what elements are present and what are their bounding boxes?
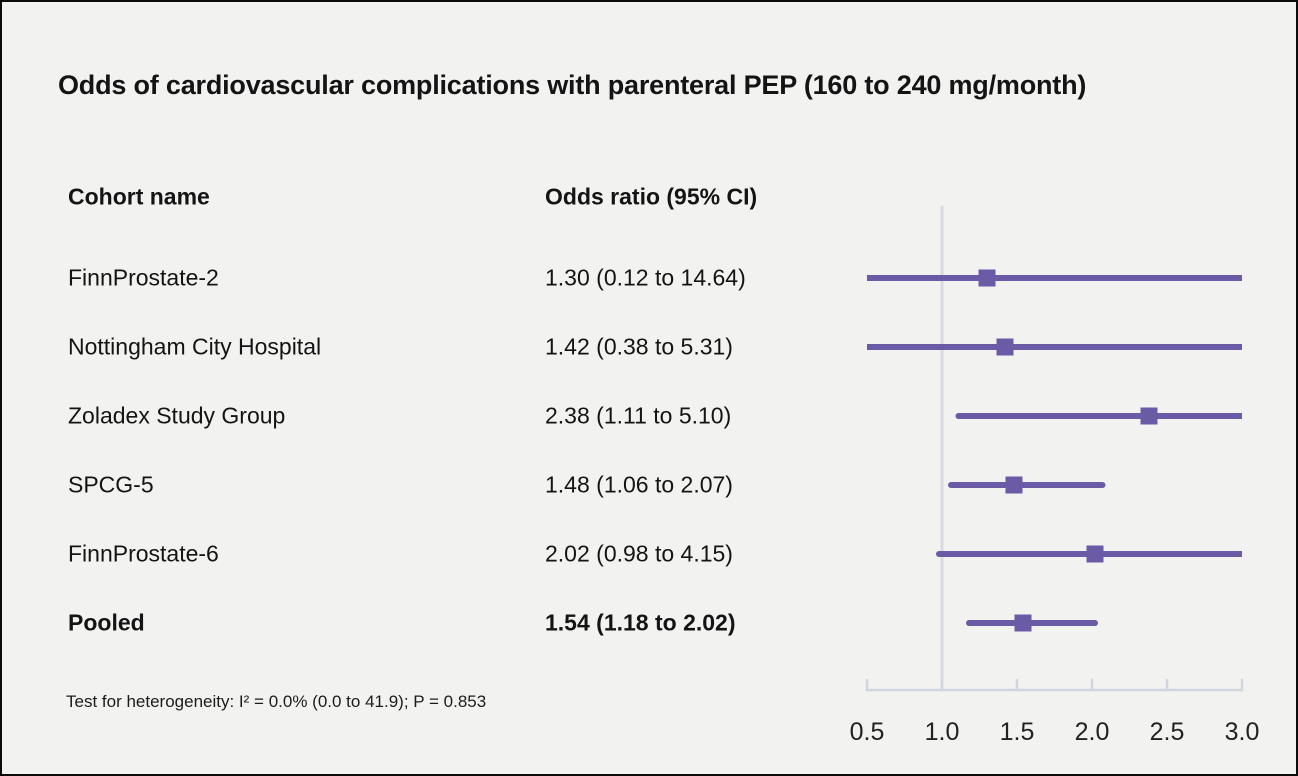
point-estimate-marker	[1086, 545, 1104, 563]
ci-cap	[936, 551, 942, 557]
point-estimate-marker	[978, 269, 996, 287]
ci-cap	[966, 620, 972, 626]
odds-ratio-value: 1.42 (0.38 to 5.31)	[545, 333, 733, 360]
column-header-odds-ratio: Odds ratio (95% CI)	[545, 183, 758, 210]
point-estimate-marker	[996, 338, 1014, 356]
ci-cap	[955, 413, 962, 419]
odds-ratio-value: 2.38 (1.11 to 5.10)	[545, 402, 732, 429]
point-estimate-marker	[1014, 614, 1032, 632]
axis-tick-label: 2.5	[1150, 718, 1185, 746]
ci-cap	[1092, 620, 1098, 626]
odds-ratio-value: 2.02 (0.98 to 4.15)	[545, 540, 733, 567]
cohort-name: FinnProstate-2	[68, 264, 219, 291]
point-estimate-marker	[1140, 407, 1158, 425]
odds-ratio-value: 1.54 (1.18 to 2.02)	[545, 609, 736, 636]
axis-tick-label: 0.5	[850, 718, 885, 746]
chart-title: Odds of cardiovascular complications wit…	[58, 70, 1087, 100]
cohort-name: Zoladex Study Group	[68, 402, 286, 429]
column-header-cohort-name: Cohort name	[68, 183, 210, 210]
cohort-name: FinnProstate-6	[68, 540, 219, 567]
cohort-name: SPCG-5	[68, 471, 154, 498]
axis-tick-label: 1.0	[925, 718, 960, 746]
point-estimate-marker	[1005, 476, 1023, 494]
axis-tick-label: 2.0	[1075, 718, 1110, 746]
heterogeneity-footnote: Test for heterogeneity: I² = 0.0% (0.0 t…	[66, 692, 487, 711]
ci-cap	[1099, 482, 1106, 488]
cohort-name: Nottingham City Hospital	[68, 333, 322, 360]
ci-cap	[948, 482, 954, 488]
axis-tick-label: 3.0	[1225, 718, 1260, 746]
odds-ratio-value: 1.30 (0.12 to 14.64)	[545, 264, 746, 291]
cohort-name: Pooled	[68, 609, 145, 636]
odds-ratio-value: 1.48 (1.06 to 2.07)	[545, 471, 733, 498]
axis-tick-label: 1.5	[1000, 718, 1035, 746]
